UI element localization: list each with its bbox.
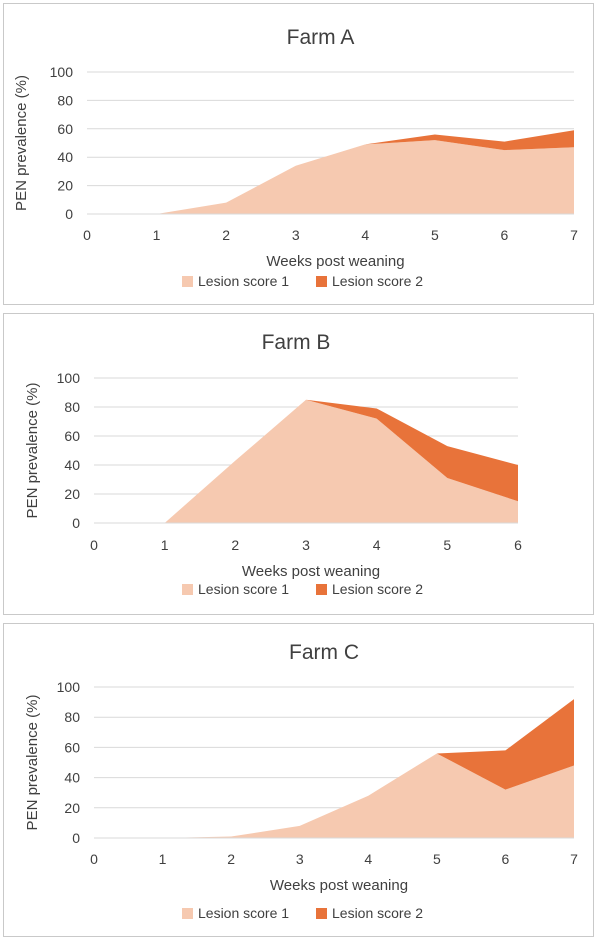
area-series-1 (87, 140, 574, 214)
y-tick-label: 60 (64, 739, 80, 755)
x-tick-label: 6 (502, 851, 510, 867)
chart-panel-farm-b: Farm B 0 20 40 60 80 100 0 1 2 3 4 5 6 Weeks post wean… (3, 313, 594, 615)
x-tick-label: 4 (373, 537, 381, 553)
legend-item: Lesion score 2 (316, 581, 423, 597)
legend-item: Lesion score 2 (316, 905, 423, 921)
chart-farm-c: Farm C 0 20 40 60 80 100 0 1 2 3 4 5 6 7 Weeks post wea… (24, 641, 578, 921)
x-tick-label: 7 (570, 851, 578, 867)
y-tick-label: 0 (65, 206, 73, 222)
chart-farm-b: Farm B 0 20 40 60 80 100 0 1 2 3 4 5 6 Weeks post wean… (24, 331, 522, 597)
y-tick-label: 40 (57, 149, 73, 165)
x-tick-label: 4 (364, 851, 372, 867)
chart-title: Farm B (262, 331, 331, 354)
x-axis-label: Weeks post weaning (266, 253, 404, 270)
x-tick-label: 6 (501, 227, 509, 243)
x-tick-label: 5 (431, 227, 439, 243)
x-tick-label: 2 (222, 227, 230, 243)
legend-label: Lesion score 1 (198, 581, 289, 597)
y-axis-label: PEN prevalence (%) (24, 695, 41, 831)
x-tick-label: 0 (90, 537, 98, 553)
legend-swatch (182, 584, 193, 595)
y-tick-label: 0 (72, 830, 80, 846)
chart-panel-farm-a: Farm A 0 20 40 60 80 100 0 1 2 3 4 5 6 7 Weeks post wea… (3, 3, 594, 305)
x-axis-label: Weeks post weaning (242, 563, 380, 580)
chart-farm-a: Farm A 0 20 40 60 80 100 0 1 2 3 4 5 6 7 Weeks post wea… (13, 26, 578, 289)
legend-swatch (316, 276, 327, 287)
legend-label: Lesion score 2 (332, 581, 423, 597)
chart-title: Farm C (289, 641, 359, 664)
legend-swatch (316, 908, 327, 919)
x-tick-label: 3 (296, 851, 304, 867)
x-tick-label: 1 (159, 851, 167, 867)
x-tick-label: 4 (361, 227, 369, 243)
legend-swatch (316, 584, 327, 595)
x-tick-label: 2 (227, 851, 235, 867)
y-tick-label: 60 (57, 121, 73, 137)
legend-item: Lesion score 1 (182, 905, 289, 921)
y-tick-label: 20 (64, 800, 80, 816)
x-tick-label: 6 (514, 537, 522, 553)
area-series-2 (87, 130, 574, 214)
y-tick-label: 80 (57, 92, 73, 108)
x-tick-label: 5 (433, 851, 441, 867)
legend-label: Lesion score 1 (198, 905, 289, 921)
area-series-1 (94, 399, 518, 523)
y-tick-label: 20 (57, 178, 73, 194)
y-axis-label: PEN prevalence (%) (13, 75, 30, 211)
y-tick-label: 100 (50, 64, 74, 80)
y-tick-label: 60 (64, 428, 80, 444)
legend-item: Lesion score 1 (182, 273, 289, 289)
y-tick-label: 40 (64, 457, 80, 473)
y-tick-label: 100 (57, 370, 81, 386)
x-tick-label: 2 (231, 537, 239, 553)
legend-swatch (182, 908, 193, 919)
x-tick-label: 3 (292, 227, 300, 243)
legend-item: Lesion score 2 (316, 273, 423, 289)
y-tick-label: 40 (64, 770, 80, 786)
legend-label: Lesion score 2 (332, 273, 423, 289)
y-tick-label: 80 (64, 399, 80, 415)
y-tick-label: 100 (57, 679, 81, 695)
y-tick-label: 0 (72, 515, 80, 531)
x-tick-label: 0 (90, 851, 98, 867)
legend-item: Lesion score 1 (182, 581, 289, 597)
x-tick-label: 1 (153, 227, 161, 243)
x-tick-label: 5 (443, 537, 451, 553)
x-tick-label: 1 (161, 537, 169, 553)
area-series-2 (94, 699, 574, 838)
x-tick-label: 3 (302, 537, 310, 553)
x-tick-label: 0 (83, 227, 91, 243)
x-axis-label: Weeks post weaning (270, 877, 408, 894)
legend-label: Lesion score 1 (198, 273, 289, 289)
chart-panel-farm-c: Farm C 0 20 40 60 80 100 0 1 2 3 4 5 6 7 Weeks post wea… (3, 623, 594, 937)
legend-swatch (182, 276, 193, 287)
area-series-1 (94, 753, 574, 838)
x-tick-label: 7 (570, 227, 578, 243)
y-tick-label: 80 (64, 709, 80, 725)
legend-label: Lesion score 2 (332, 905, 423, 921)
y-axis-label: PEN prevalence (%) (24, 383, 41, 519)
chart-title: Farm A (287, 26, 355, 49)
area-series-2 (94, 399, 518, 523)
y-tick-label: 20 (64, 486, 80, 502)
